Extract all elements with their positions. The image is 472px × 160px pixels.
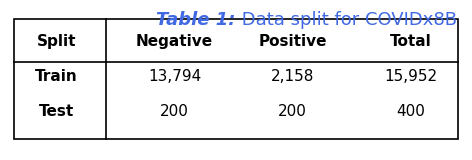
Text: Split: Split: [37, 34, 76, 49]
Text: 15,952: 15,952: [384, 69, 437, 84]
Text: Total: Total: [390, 34, 431, 49]
Text: 200: 200: [160, 104, 189, 120]
Text: 400: 400: [396, 104, 425, 120]
Text: 200: 200: [278, 104, 307, 120]
Bar: [14, 19, 458, 139]
Text: Test: Test: [39, 104, 74, 120]
Text: Table 1:: Table 1:: [157, 11, 236, 29]
Text: Positive: Positive: [258, 34, 327, 49]
Text: Negative: Negative: [136, 34, 213, 49]
Text: 13,794: 13,794: [148, 69, 201, 84]
Text: 2,158: 2,158: [271, 69, 314, 84]
Text: Train: Train: [35, 69, 78, 84]
Text: Data split for COVIDx8B: Data split for COVIDx8B: [236, 11, 457, 29]
